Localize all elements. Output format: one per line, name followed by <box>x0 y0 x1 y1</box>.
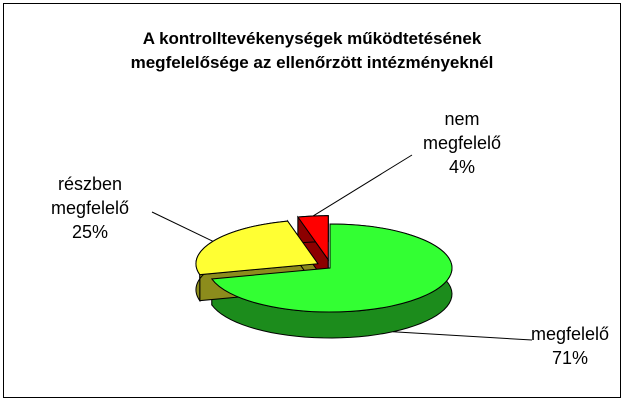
leader-line <box>392 331 533 341</box>
slice-label: részben megfelelő 25% <box>40 172 140 244</box>
chart-border <box>3 3 621 398</box>
slice <box>296 215 329 262</box>
category-label: megfelelő <box>530 324 610 344</box>
value-label: 25% <box>71 222 109 242</box>
leader-line <box>312 154 413 217</box>
chart-title: A kontrolltevékenységek működtetésének m… <box>130 29 494 72</box>
category-label: részben megfelelő <box>50 174 130 218</box>
value-label: 4% <box>448 157 475 177</box>
slice-label: nem megfelelő 4% <box>412 107 512 179</box>
slice <box>195 220 319 276</box>
value-label: 71% <box>551 348 589 368</box>
category-label: nem megfelelő <box>422 109 502 153</box>
leader-line <box>151 211 214 242</box>
slice-label: megfelelő 71% <box>520 322 620 370</box>
slice <box>210 223 453 313</box>
